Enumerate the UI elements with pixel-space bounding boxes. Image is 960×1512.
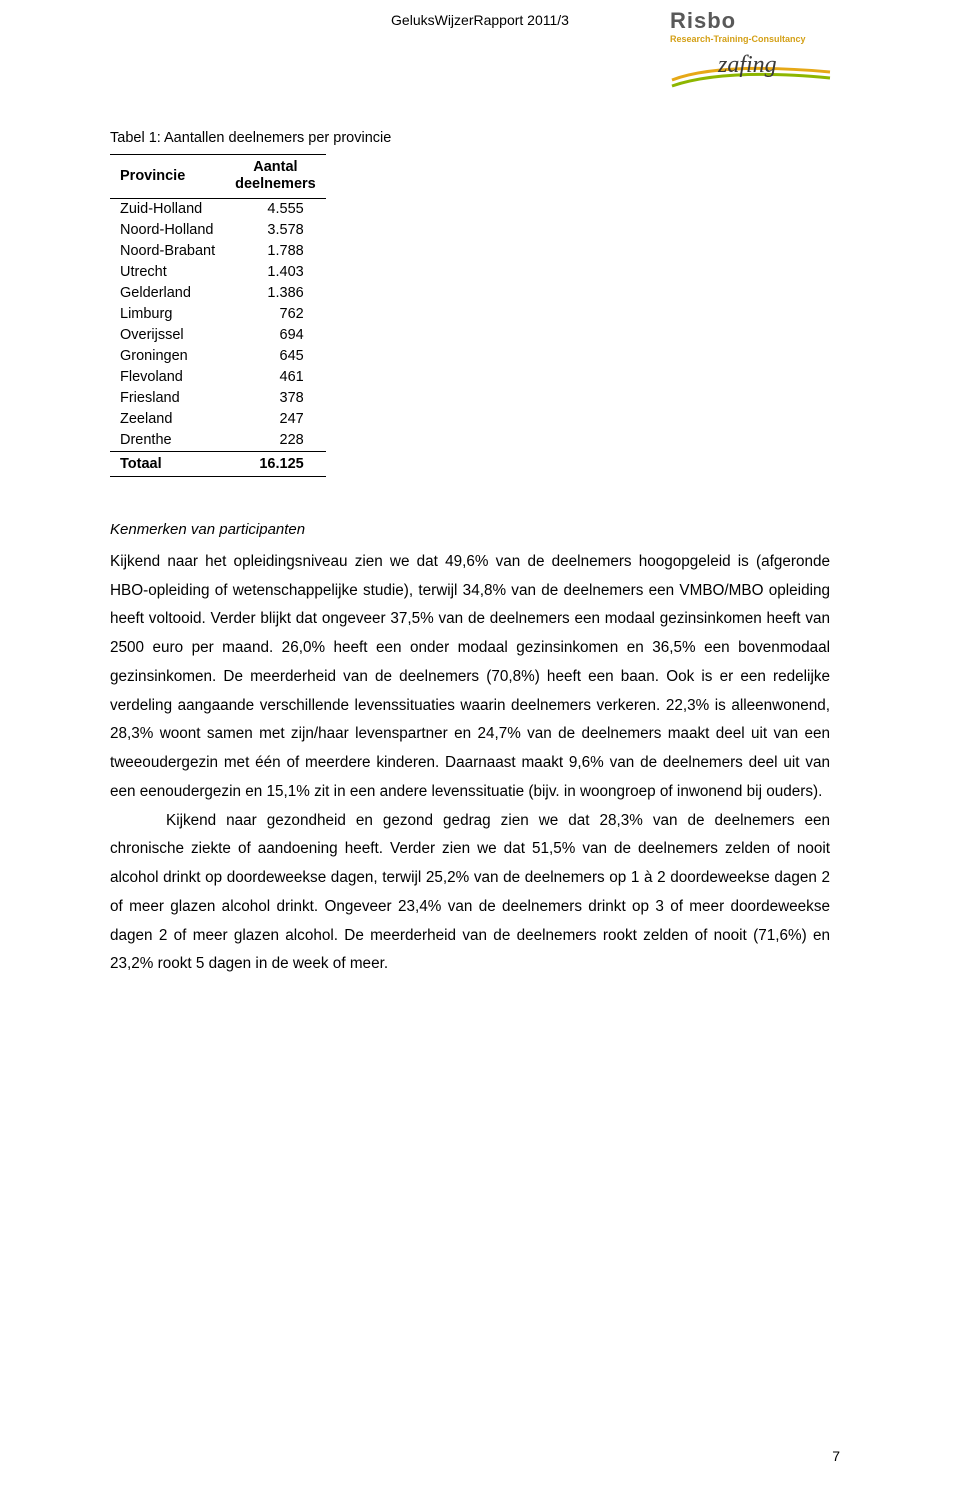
value-cell: 1.403 [225, 262, 326, 283]
province-cell: Zuid-Holland [110, 198, 225, 220]
province-cell: Zeeland [110, 409, 225, 430]
table-row: Limburg762 [110, 304, 326, 325]
province-cell: Noord-Brabant [110, 241, 225, 262]
province-cell: Groningen [110, 346, 225, 367]
value-cell: 378 [225, 388, 326, 409]
value-cell: 694 [225, 325, 326, 346]
table-row: Gelderland1.386 [110, 283, 326, 304]
table-row: Noord-Holland3.578 [110, 220, 326, 241]
table-row: Overijssel694 [110, 325, 326, 346]
value-cell: 645 [225, 346, 326, 367]
province-cell: Friesland [110, 388, 225, 409]
province-cell: Gelderland [110, 283, 225, 304]
body-paragraph-2: Kijkend naar gezondheid en gezond gedrag… [110, 807, 830, 980]
logo-script: zafing [670, 50, 850, 101]
table-col1-header: Provincie [110, 155, 225, 199]
value-cell: 228 [225, 430, 326, 452]
table-row: Friesland378 [110, 388, 326, 409]
table-caption: Tabel 1: Aantallen deelnemers per provin… [110, 130, 830, 146]
province-cell: Noord-Holland [110, 220, 225, 241]
total-value-cell: 16.125 [225, 451, 326, 476]
logo-name: Risbo [670, 8, 850, 34]
table-col2-header: Aantal deelnemers [225, 155, 326, 199]
table-row: Groningen645 [110, 346, 326, 367]
value-cell: 762 [225, 304, 326, 325]
table-total-row: Totaal16.125 [110, 451, 326, 476]
value-cell: 247 [225, 409, 326, 430]
value-cell: 1.386 [225, 283, 326, 304]
table-row: Utrecht1.403 [110, 262, 326, 283]
provinces-table: Provincie Aantal deelnemers Zuid-Holland… [110, 154, 326, 477]
value-cell: 1.788 [225, 241, 326, 262]
para2-text: Kijkend naar gezondheid en gezond gedrag… [110, 812, 830, 973]
table-row: Zeeland247 [110, 409, 326, 430]
page-content: Tabel 1: Aantallen deelnemers per provin… [110, 130, 830, 979]
section-subheading: Kenmerken van participanten [110, 521, 830, 538]
province-cell: Limburg [110, 304, 225, 325]
body-paragraph-1: Kijkend naar het opleidingsniveau zien w… [110, 548, 830, 807]
province-cell: Drenthe [110, 430, 225, 452]
col2-header-line1: Aantal [253, 159, 297, 175]
value-cell: 4.555 [225, 198, 326, 220]
logo-script-text: zafing [717, 52, 777, 78]
table-row: Noord-Brabant1.788 [110, 241, 326, 262]
province-cell: Overijssel [110, 325, 225, 346]
page-number: 7 [832, 1448, 840, 1464]
value-cell: 461 [225, 367, 326, 388]
province-cell: Flevoland [110, 367, 225, 388]
logo-block: Risbo Research-Training-Consultancy zafi… [670, 8, 850, 101]
table-row: Flevoland461 [110, 367, 326, 388]
table-row: Zuid-Holland4.555 [110, 198, 326, 220]
logo-tagline: Research-Training-Consultancy [670, 34, 850, 44]
province-cell: Utrecht [110, 262, 225, 283]
total-label-cell: Totaal [110, 451, 225, 476]
para1-text: Kijkend naar het opleidingsniveau zien w… [110, 553, 830, 800]
table-row: Drenthe228 [110, 430, 326, 452]
value-cell: 3.578 [225, 220, 326, 241]
col2-header-line2: deelnemers [235, 176, 316, 192]
